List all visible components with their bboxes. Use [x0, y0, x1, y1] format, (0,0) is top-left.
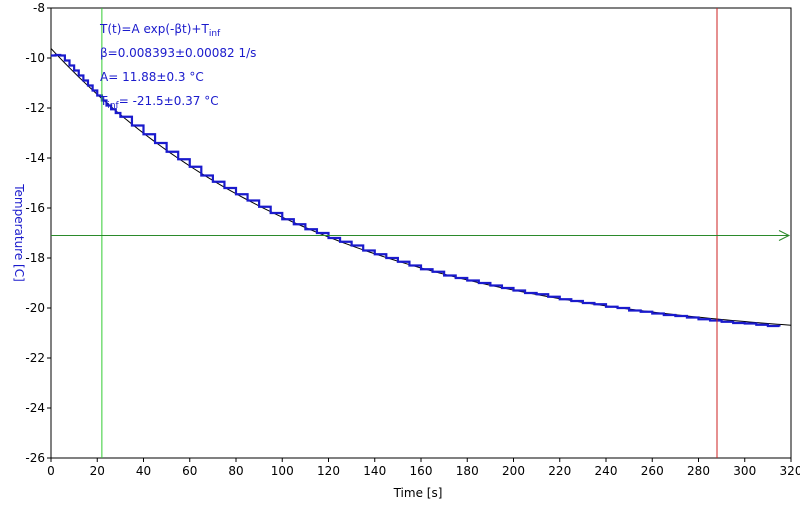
y-tick-label: -24	[25, 401, 45, 415]
x-tick-label: 260	[641, 464, 664, 478]
x-tick-label: 60	[182, 464, 197, 478]
y-tick-label: -26	[25, 451, 45, 465]
y-tick-label: -18	[25, 251, 45, 265]
y-tick-label: -16	[25, 201, 45, 215]
x-tick-label: 140	[363, 464, 386, 478]
x-tick-label: 160	[410, 464, 433, 478]
y-axis-label: Temperature [C]	[12, 183, 26, 282]
x-tick-label: 200	[502, 464, 525, 478]
fit-t-inf: Tinf= -21.5±0.37 °C	[99, 94, 219, 111]
y-tick-label: -10	[25, 51, 45, 65]
x-tick-label: 40	[136, 464, 151, 478]
y-tick-label: -14	[25, 151, 45, 165]
y-tick-label: -12	[25, 101, 45, 115]
fit-beta: β=0.008393±0.00082 1/s	[100, 46, 256, 60]
x-axis-label: Time [s]	[393, 486, 443, 500]
x-tick-label: 20	[90, 464, 105, 478]
fit-annotation: T(t)=A exp(-βt)+Tinf β=0.008393±0.00082 …	[99, 22, 256, 111]
x-tick-label: 100	[271, 464, 294, 478]
fit-curve	[50, 48, 792, 326]
y-axis: -8 -10 -12 -14 -16 -18 -20 -22 -24 -26	[25, 1, 51, 465]
x-tick-label: 0	[47, 464, 55, 478]
fit-equation: T(t)=A exp(-βt)+Tinf	[99, 22, 221, 39]
x-tick-label: 180	[456, 464, 479, 478]
fit-amplitude: A= 11.88±0.3 °C	[100, 70, 204, 84]
x-axis: 0 20 40 60 80 100 120 140 160 180 200 220 240 260 280 3…	[47, 458, 800, 478]
x-tick-label: 80	[228, 464, 243, 478]
x-tick-label: 120	[317, 464, 340, 478]
x-tick-label: 220	[548, 464, 571, 478]
horizontal-cursor-arrow-icon	[778, 230, 791, 241]
y-tick-label: -8	[33, 1, 45, 15]
plot-content	[50, 8, 792, 458]
x-tick-label: 300	[733, 464, 756, 478]
x-tick-label: 240	[595, 464, 618, 478]
y-tick-label: -20	[25, 301, 45, 315]
x-tick-label: 320	[780, 464, 800, 478]
y-tick-label: -22	[25, 351, 45, 365]
x-tick-label: 280	[687, 464, 710, 478]
temperature-series-line	[51, 53, 781, 328]
